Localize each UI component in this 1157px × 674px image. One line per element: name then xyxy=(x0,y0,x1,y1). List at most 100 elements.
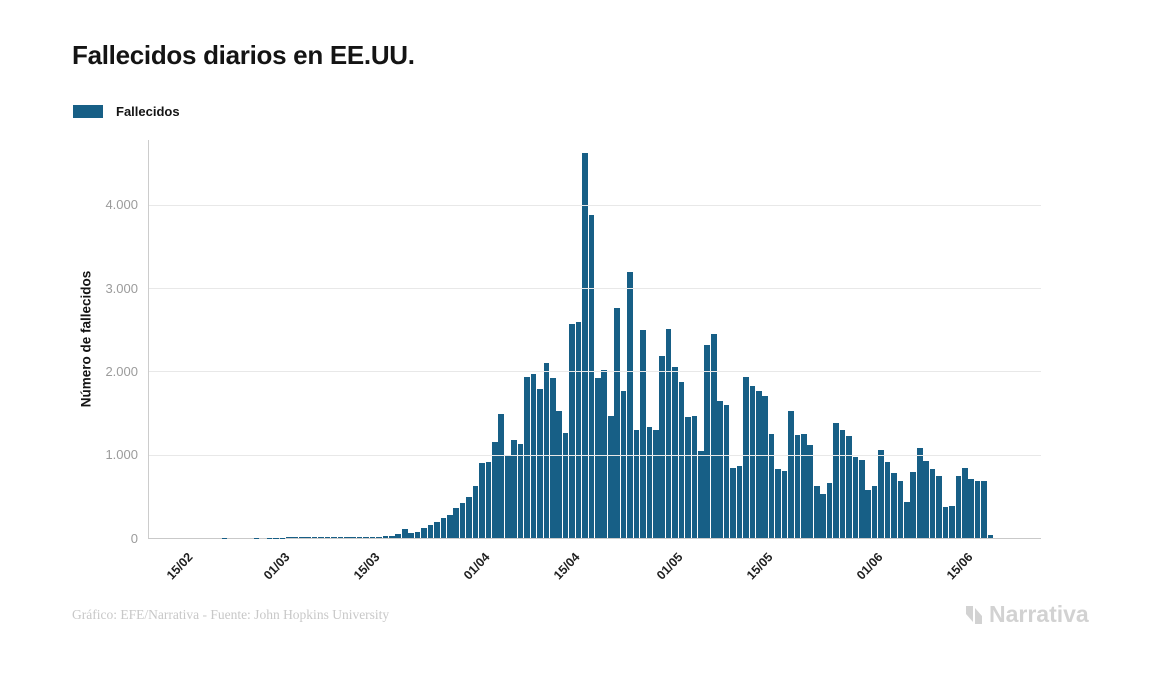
bar[interactable] xyxy=(652,429,659,538)
bar[interactable] xyxy=(614,308,620,538)
bar[interactable] xyxy=(356,536,363,538)
bar[interactable] xyxy=(762,396,769,538)
bar[interactable] xyxy=(408,533,414,538)
bar[interactable] xyxy=(788,410,794,538)
bar[interactable] xyxy=(607,416,614,538)
bar[interactable] xyxy=(305,537,311,538)
bar[interactable] xyxy=(723,404,730,538)
bar[interactable] xyxy=(485,462,492,538)
bar[interactable] xyxy=(646,427,653,538)
bar[interactable] xyxy=(575,321,582,538)
bar[interactable] xyxy=(582,153,588,538)
bar[interactable] xyxy=(562,433,569,538)
bar[interactable] xyxy=(601,369,608,538)
bar[interactable] xyxy=(549,378,556,538)
bar[interactable] xyxy=(556,411,563,538)
bar[interactable] xyxy=(852,456,859,538)
bar[interactable] xyxy=(916,448,923,538)
bar[interactable] xyxy=(588,214,595,538)
bar[interactable] xyxy=(498,413,505,538)
bar[interactable] xyxy=(298,537,305,538)
bar[interactable] xyxy=(749,385,756,538)
bar[interactable] xyxy=(440,518,447,538)
bar[interactable] xyxy=(871,485,878,538)
bar[interactable] xyxy=(813,485,820,538)
bar[interactable] xyxy=(884,462,891,538)
bar[interactable] xyxy=(768,433,775,538)
bar[interactable] xyxy=(311,537,318,538)
bar[interactable] xyxy=(350,536,357,538)
bar[interactable] xyxy=(369,536,376,538)
bar[interactable] xyxy=(833,422,839,538)
bar[interactable] xyxy=(717,400,723,538)
bar[interactable] xyxy=(427,525,434,538)
legend[interactable]: Fallecidos xyxy=(73,104,180,119)
bar[interactable] xyxy=(897,480,904,538)
bar[interactable] xyxy=(286,537,292,538)
bar[interactable] xyxy=(466,496,472,538)
bar[interactable] xyxy=(755,390,762,538)
bar[interactable] xyxy=(627,271,633,538)
bar[interactable] xyxy=(981,480,987,538)
bar[interactable] xyxy=(878,449,884,538)
bar[interactable] xyxy=(472,485,479,538)
bar[interactable] xyxy=(858,459,865,538)
bar[interactable] xyxy=(434,522,440,538)
bar[interactable] xyxy=(775,468,781,538)
bar[interactable] xyxy=(807,444,814,538)
bar[interactable] xyxy=(904,502,910,538)
bar[interactable] xyxy=(389,535,395,538)
bar[interactable] xyxy=(414,531,421,538)
bar[interactable] xyxy=(865,489,872,538)
bar[interactable] xyxy=(492,442,498,538)
bar[interactable] xyxy=(337,536,344,538)
bar[interactable] xyxy=(595,378,601,538)
bar[interactable] xyxy=(968,479,975,538)
bar[interactable] xyxy=(691,415,698,538)
bar[interactable] xyxy=(826,482,833,538)
bar[interactable] xyxy=(421,528,427,538)
bar[interactable] xyxy=(343,537,350,538)
bar[interactable] xyxy=(987,535,994,538)
bar[interactable] xyxy=(730,468,736,538)
bar[interactable] xyxy=(923,461,929,538)
bar[interactable] xyxy=(743,377,749,538)
bar[interactable] xyxy=(479,463,485,538)
bar[interactable] xyxy=(685,417,691,538)
bar[interactable] xyxy=(511,439,517,538)
bar[interactable] xyxy=(395,534,402,538)
bar[interactable] xyxy=(672,367,678,538)
bar[interactable] xyxy=(524,376,530,538)
bar[interactable] xyxy=(801,433,807,538)
bar[interactable] xyxy=(363,536,369,538)
bar[interactable] xyxy=(736,465,743,538)
bar[interactable] xyxy=(318,537,324,538)
bar[interactable] xyxy=(710,334,717,538)
bar[interactable] xyxy=(504,454,511,538)
bar[interactable] xyxy=(839,430,846,538)
bar[interactable] xyxy=(704,344,711,538)
bar[interactable] xyxy=(459,503,466,538)
bar[interactable] xyxy=(620,391,627,538)
bar[interactable] xyxy=(640,329,646,538)
bar[interactable] xyxy=(929,469,936,538)
bar[interactable] xyxy=(569,324,575,538)
bar[interactable] xyxy=(949,506,955,538)
bar[interactable] xyxy=(446,515,453,538)
bar[interactable] xyxy=(781,470,788,538)
bar[interactable] xyxy=(665,329,672,538)
bar[interactable] xyxy=(292,537,299,538)
bar[interactable] xyxy=(698,450,704,538)
bar[interactable] xyxy=(910,472,917,538)
bar[interactable] xyxy=(794,434,801,538)
bar[interactable] xyxy=(961,467,968,538)
bar[interactable] xyxy=(530,374,537,538)
bar[interactable] xyxy=(891,472,897,538)
bar[interactable] xyxy=(331,537,337,538)
bar[interactable] xyxy=(659,355,666,538)
bar[interactable] xyxy=(382,536,389,538)
bar[interactable] xyxy=(942,507,949,538)
bar[interactable] xyxy=(974,480,981,538)
bar[interactable] xyxy=(633,429,640,538)
bar[interactable] xyxy=(453,508,460,538)
